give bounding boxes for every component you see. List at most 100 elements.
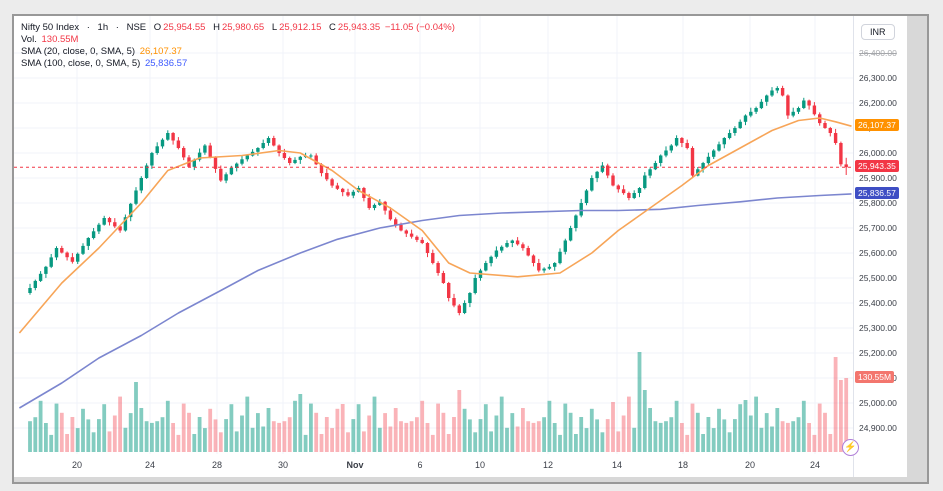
legend-separator: · xyxy=(115,22,119,33)
candle-body xyxy=(452,298,456,306)
candle-body xyxy=(510,240,514,243)
candle-body xyxy=(653,163,658,170)
volume-bar xyxy=(271,421,276,452)
candle-body xyxy=(319,164,324,174)
volume-bar xyxy=(701,434,705,452)
time-tick-label: 30 xyxy=(277,460,289,470)
ohlc-open-label: O xyxy=(153,22,162,33)
candle-body xyxy=(712,150,716,157)
volume-bar xyxy=(165,400,170,452)
legend-sma20-row[interactable]: SMA (20, close, 0, SMA, 5) 26,107.37 xyxy=(21,46,455,58)
volume-bar xyxy=(324,417,329,452)
volume-bar xyxy=(812,434,817,452)
candle-body xyxy=(542,268,546,271)
candle-body xyxy=(727,133,732,138)
volume-bar xyxy=(218,432,223,452)
volume-bar xyxy=(28,421,32,452)
candle-body xyxy=(245,155,249,160)
candle-body xyxy=(749,111,753,116)
candle-body xyxy=(441,273,446,283)
candle-body xyxy=(166,133,170,140)
volume-bar xyxy=(595,419,599,452)
volume-bar xyxy=(823,412,827,452)
sma100-label: SMA (100, close, 0, SMA, 5) xyxy=(21,58,141,69)
price-tick-label: 26,000.00 xyxy=(859,148,897,158)
lightning-icon[interactable]: ⚡ xyxy=(842,439,859,456)
volume-badge: 130.55M xyxy=(855,371,895,383)
ohlc-close-label: C xyxy=(329,22,336,33)
candle-body xyxy=(33,280,37,288)
volume-bar xyxy=(351,419,356,452)
candle-body xyxy=(701,163,705,170)
volume-bar xyxy=(340,404,345,452)
time-tick-label: 28 xyxy=(211,460,223,470)
volume-value: 130.55M xyxy=(41,34,79,45)
candle-body xyxy=(134,190,138,204)
volume-bar xyxy=(420,400,425,452)
candle-body xyxy=(531,255,536,263)
volume-bar xyxy=(685,434,690,452)
volume-bar xyxy=(409,421,414,452)
candle-body xyxy=(54,248,59,258)
volume-bar xyxy=(91,432,96,452)
volume-bar xyxy=(600,432,605,452)
ohlc-low-label: L xyxy=(271,22,278,33)
price-axis[interactable]: INR 26,400.0026,300.0026,200.0026,100.00… xyxy=(853,16,907,477)
candle-body xyxy=(314,155,318,165)
legend-symbol-row[interactable]: Nifty 50 Index · 1h · NSE O 25,954.55 H 25… xyxy=(21,22,455,34)
volume-bar xyxy=(780,421,785,452)
candle-body xyxy=(823,123,827,128)
legend-volume-row[interactable]: Vol. 130.55M xyxy=(21,34,455,46)
currency-button[interactable]: INR xyxy=(861,24,895,40)
candle-body xyxy=(759,101,764,109)
volume-bar xyxy=(65,434,69,452)
sma20-label: SMA (20, close, 0, SMA, 5) xyxy=(21,46,136,57)
volume-bar xyxy=(356,404,361,452)
candle-body xyxy=(118,226,122,231)
ohlc-open-value: 25,954.55 xyxy=(163,22,206,33)
volume-bar xyxy=(118,396,122,452)
volume-bar xyxy=(558,434,562,452)
candle-body xyxy=(722,138,726,145)
volume-bar xyxy=(505,427,509,452)
price-tick-label: 26,400.00 xyxy=(859,48,897,58)
volume-bar xyxy=(245,396,250,452)
candle-body xyxy=(484,263,488,271)
candle-body xyxy=(674,138,679,146)
candle-body xyxy=(192,159,196,167)
candle-body xyxy=(468,293,472,303)
volume-bar xyxy=(415,417,419,452)
candle-body xyxy=(611,175,615,186)
volume-bar xyxy=(181,403,186,452)
candle-body xyxy=(447,283,451,298)
candle-body xyxy=(404,230,408,234)
chart-plot-area[interactable] xyxy=(14,16,853,454)
volume-bar xyxy=(81,408,85,452)
volume-bar xyxy=(589,408,594,452)
candle-body xyxy=(70,257,75,262)
candle-body xyxy=(632,193,636,198)
candle-body xyxy=(515,240,520,245)
candle-body xyxy=(696,169,700,176)
sma100-line xyxy=(18,193,852,409)
volume-bar xyxy=(717,408,721,452)
legend-sma100-row[interactable]: SMA (100, close, 0, SMA, 5) 25,836.57 xyxy=(21,58,455,70)
candle-body xyxy=(272,138,276,146)
volume-bar xyxy=(579,417,584,452)
volume-bar xyxy=(483,404,488,452)
candle-body xyxy=(415,236,419,240)
volume-bar xyxy=(224,419,228,452)
volume-bar xyxy=(203,428,207,452)
volume-bar xyxy=(425,423,430,452)
volume-bar xyxy=(49,434,54,452)
time-axis[interactable]: 20 24 28 30 Nov 6 10 12 14 18 20 24 xyxy=(14,454,853,476)
candle-body xyxy=(558,251,562,264)
candle-body xyxy=(828,128,832,133)
volume-bar xyxy=(664,421,668,452)
volume-bar xyxy=(346,432,350,452)
volume-bar xyxy=(298,394,303,452)
symbol-interval: 1h xyxy=(97,22,109,33)
candle-body xyxy=(203,145,207,153)
candle-body xyxy=(261,143,265,148)
volume-label: Vol. xyxy=(21,34,37,45)
